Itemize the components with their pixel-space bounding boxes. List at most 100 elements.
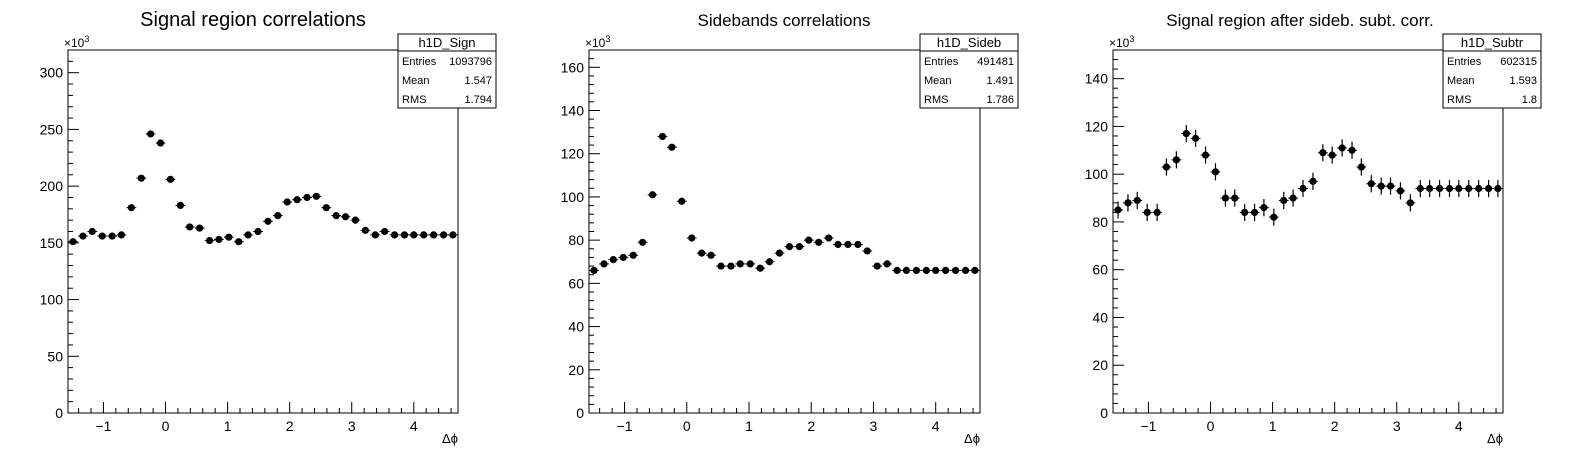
y-tick-label: 140 [561,103,585,119]
data-marker [1124,199,1132,207]
data-marker [361,226,369,234]
data-point [745,260,756,268]
y-tick-label: 120 [561,146,585,162]
data-point [428,231,439,239]
data-marker [332,212,340,220]
data-point [1220,189,1231,207]
data-marker [1348,146,1356,154]
data-marker [1143,208,1151,216]
data-marker [215,235,223,244]
data-point [233,238,244,246]
x-tick-label: 0 [1207,418,1215,434]
data-point [1239,203,1250,221]
chart-panel-2: Sidebands correlations×10302040608010012… [561,11,1019,446]
data-point [155,139,166,147]
data-marker [765,258,774,266]
data-point [145,130,156,138]
data-marker [439,231,448,239]
data-point [1268,208,1279,226]
data-point [940,266,951,274]
data-point [370,231,381,239]
data-point [107,232,118,240]
data-point [755,264,766,272]
data-marker [1182,129,1190,138]
stats-box-name: h1D_Sign [418,35,475,50]
data-point [1308,172,1318,190]
x-tick-label: 2 [1331,418,1339,434]
data-marker [1406,199,1414,207]
data-marker [883,260,891,268]
y-tick-label: 20 [1092,357,1108,373]
data-point [1405,194,1416,212]
stats-box: h1D_Sideb Entries 491481 Mean 1.491 RMS 1.786 [919,33,1019,109]
data-marker [186,223,194,231]
data-marker [746,260,754,268]
data-point [774,249,785,257]
data-point [1132,191,1143,210]
data-point [784,243,795,251]
data-marker [912,266,920,274]
stats-value: 1.593 [1509,75,1537,87]
data-point [1123,194,1133,212]
data-marker [1377,182,1385,190]
y-tick-label: 40 [1092,309,1108,325]
data-marker [225,233,233,241]
data-point [263,217,273,225]
data-point [1376,177,1387,195]
data-marker [638,238,647,246]
data-point [1327,146,1338,164]
data-point [1190,129,1201,147]
data-point [302,193,312,202]
data-marker [961,266,970,274]
data-point [438,231,449,239]
data-marker [69,238,77,246]
data-marker [166,175,175,183]
data-point [136,174,147,182]
data-point [930,266,941,274]
data-point [892,266,902,274]
data-marker [1221,194,1230,202]
data-marker [1309,177,1317,185]
data-marker [205,236,214,245]
y-tick-label: 80 [1092,214,1108,230]
data-point [311,192,322,200]
data-point [97,232,108,240]
stats-value: 1.547 [464,75,492,87]
stats-box-frame [397,33,497,109]
data-marker [873,262,881,270]
data-point [1473,179,1484,198]
data-point [243,231,253,239]
data-marker [609,255,617,264]
data-marker [1201,151,1210,159]
data-marker [678,197,686,205]
data-marker [351,216,360,224]
data-marker [254,227,262,236]
data-marker [400,231,409,239]
data-point [813,238,824,246]
data-marker [449,231,457,239]
data-marker [1455,184,1463,193]
data-point [1298,179,1308,198]
stats-label: Mean [924,75,952,87]
data-marker [1241,208,1249,216]
data-point [706,251,716,259]
data-marker [1386,182,1395,190]
data-marker [390,231,399,239]
data-marker [322,204,330,212]
data-marker [341,213,350,221]
data-point [589,266,599,274]
stats-box-frame [919,33,1019,109]
data-marker [795,243,804,251]
data-marker [196,224,204,232]
data-marker [137,174,145,182]
data-point [882,260,893,268]
data-marker [79,232,87,240]
data-marker [303,193,311,202]
data-marker [1426,184,1434,193]
data-marker [1192,134,1200,142]
data-marker [825,234,833,242]
data-point [331,212,342,220]
data-point [1424,179,1435,198]
stats-label: Mean [402,75,430,87]
data-marker [1270,213,1278,221]
